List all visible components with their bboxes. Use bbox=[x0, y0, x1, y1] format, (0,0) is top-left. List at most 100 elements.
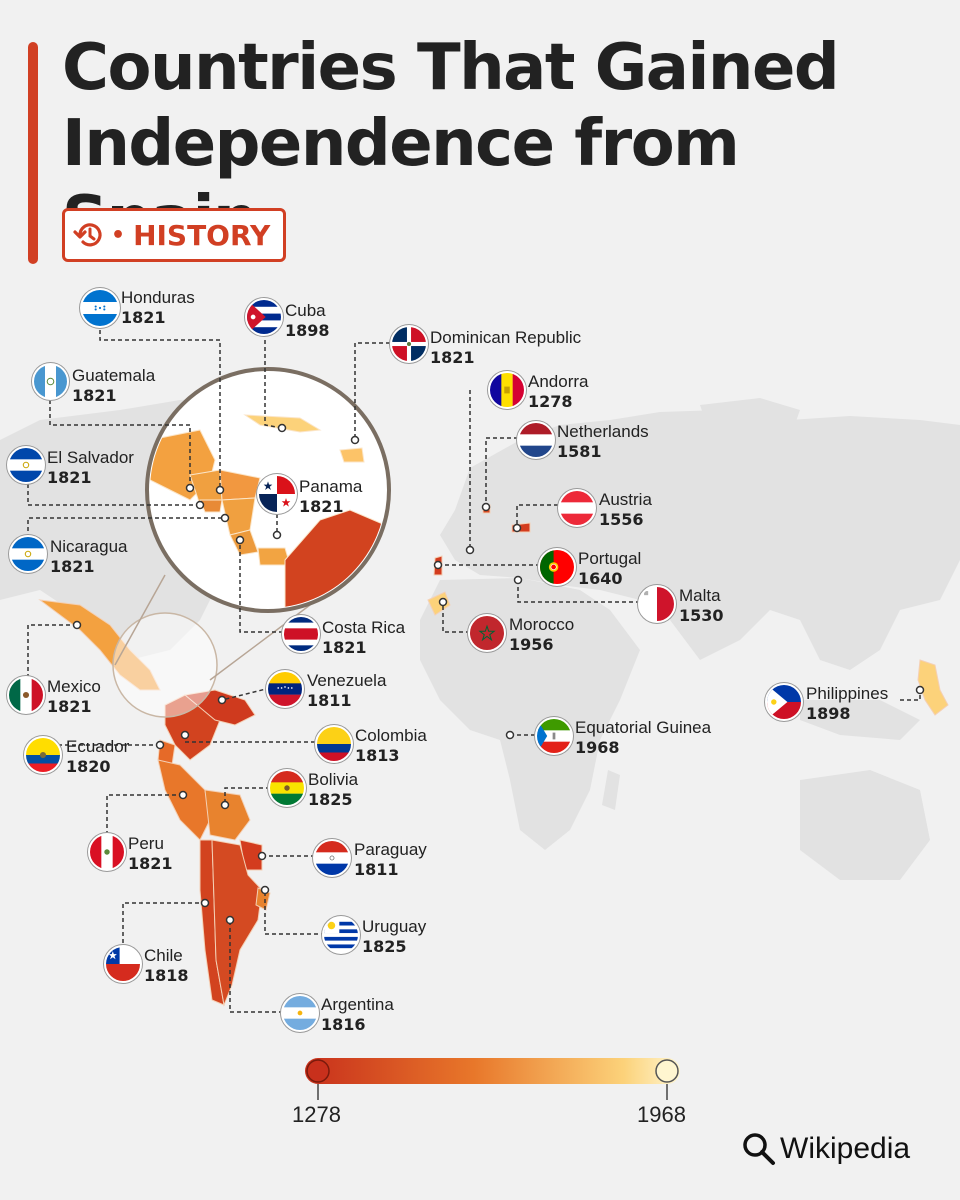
country-name: Dominican Republic bbox=[430, 328, 582, 347]
mexico-flag-icon bbox=[7, 676, 45, 714]
andorra-flag-icon bbox=[488, 371, 526, 409]
guatemala-flag-icon bbox=[32, 363, 69, 400]
independence-year: 1821 bbox=[128, 854, 173, 873]
country-name: Austria bbox=[599, 490, 652, 509]
indonesia-shape bbox=[800, 700, 920, 740]
eurasia-shape bbox=[440, 410, 960, 670]
independence-year: 1898 bbox=[806, 704, 851, 723]
bolivia-territory bbox=[204, 789, 251, 841]
page-title: Countries That Gained Independence from … bbox=[62, 30, 942, 258]
philippines-territory bbox=[917, 659, 949, 716]
austria-flag-icon bbox=[558, 489, 596, 527]
costa-rica-flag-icon bbox=[282, 615, 320, 653]
country-label-andorra: Andorra 1278 bbox=[528, 372, 588, 412]
peru-territory bbox=[157, 759, 211, 841]
country-name: Guatemala bbox=[72, 366, 156, 385]
country-label-morocco: Morocco 1956 bbox=[509, 615, 574, 655]
country-name: Peru bbox=[128, 834, 164, 853]
zoom-connector bbox=[112, 574, 351, 718]
color-legend bbox=[305, 1058, 680, 1100]
morocco-flag-icon bbox=[468, 614, 506, 652]
country-name: Equatorial Guinea bbox=[575, 718, 712, 737]
country-name: El Salvador bbox=[47, 448, 134, 467]
country-name: Philippines bbox=[806, 684, 889, 703]
independence-year: 1821 bbox=[50, 557, 95, 576]
independence-year: 1825 bbox=[362, 937, 407, 956]
legend-max-label: 1968 bbox=[637, 1102, 686, 1127]
country-name: Portugal bbox=[578, 549, 642, 568]
country-label-honduras: Honduras 1821 bbox=[121, 288, 195, 328]
country-label-costa-rica: Costa Rica 1821 bbox=[322, 618, 405, 658]
inset-dominican-republic bbox=[339, 447, 365, 463]
independence-year: 1968 bbox=[575, 738, 620, 757]
callout-endpoints bbox=[72, 423, 925, 925]
independence-year: 1821 bbox=[72, 386, 117, 405]
country-label-bolivia: Bolivia 1825 bbox=[308, 770, 358, 810]
el-salvador-flag-icon bbox=[7, 446, 45, 484]
country-label-mexico: Mexico 1821 bbox=[47, 677, 101, 717]
focus-circle bbox=[112, 612, 218, 718]
venezuela-flag-icon bbox=[266, 670, 304, 708]
country-label-netherlands: Netherlands 1581 bbox=[557, 422, 649, 462]
independence-year: 1818 bbox=[144, 966, 189, 985]
country-label-argentina: Argentina 1816 bbox=[321, 995, 394, 1035]
country-name: Uruguay bbox=[362, 917, 427, 936]
bolivia-flag-icon bbox=[268, 769, 306, 807]
independence-year: 1821 bbox=[121, 308, 166, 327]
country-name: Andorra bbox=[528, 372, 589, 391]
independence-year: 1821 bbox=[322, 638, 367, 657]
legend-max-marker bbox=[655, 1059, 679, 1083]
badge-separator-dot: • bbox=[111, 222, 126, 248]
legend-min-label: 1278 bbox=[292, 1102, 341, 1127]
argentina-flag-icon bbox=[281, 994, 319, 1032]
peru-flag-icon bbox=[88, 833, 126, 871]
independence-year: 1811 bbox=[354, 860, 399, 879]
country-name: Chile bbox=[144, 946, 183, 965]
inset-cuba bbox=[243, 414, 322, 433]
category-badge: • HISTORY bbox=[62, 208, 286, 262]
country-name: Argentina bbox=[321, 995, 394, 1014]
country-name: Malta bbox=[679, 586, 721, 605]
country-name: Costa Rica bbox=[322, 618, 406, 637]
paraguay-flag-icon bbox=[313, 839, 351, 877]
dominican-republic-flag-icon bbox=[390, 325, 428, 363]
category-label: HISTORY bbox=[133, 218, 271, 252]
independence-year: 1821 bbox=[47, 468, 92, 487]
country-name: Morocco bbox=[509, 615, 575, 634]
independence-year: 1821 bbox=[430, 348, 475, 367]
country-name: Nicaragua bbox=[50, 537, 128, 556]
panama-flag-icon bbox=[257, 474, 297, 514]
ecuador-flag-icon bbox=[24, 736, 62, 774]
malta-flag-icon bbox=[638, 585, 676, 623]
independence-year: 1581 bbox=[557, 442, 602, 461]
argentina-territory bbox=[211, 839, 263, 1007]
country-label-uruguay: Uruguay 1825 bbox=[362, 917, 426, 957]
country-name: Colombia bbox=[355, 726, 427, 745]
independence-year: 1816 bbox=[321, 1015, 366, 1034]
country-name: Honduras bbox=[121, 288, 195, 307]
source-text: Wikipedia bbox=[780, 1132, 911, 1165]
independence-year: 1898 bbox=[285, 321, 330, 340]
country-name: Venezuela bbox=[307, 671, 387, 690]
legend-gradient-bar bbox=[305, 1058, 680, 1084]
country-label-paraguay: Paraguay 1811 bbox=[354, 840, 427, 880]
country-label-malta: Malta 1530 bbox=[679, 586, 724, 626]
country-label-austria: Austria 1556 bbox=[599, 490, 652, 530]
country-label-ecuador: Ecuador 1820 bbox=[66, 737, 129, 777]
australia-shape bbox=[800, 770, 930, 880]
netherlands-flag-icon bbox=[517, 421, 555, 459]
source-credit: Wikipedia bbox=[740, 1130, 910, 1168]
philippines-flag-icon bbox=[765, 683, 803, 721]
equatorial-guinea-flag-icon bbox=[535, 717, 573, 755]
country-label-guatemala: Guatemala 1821 bbox=[72, 366, 155, 406]
colombia-flag-icon bbox=[315, 725, 353, 763]
country-name: Netherlands bbox=[557, 422, 649, 441]
independence-year: 1825 bbox=[308, 790, 353, 809]
independence-year: 1811 bbox=[307, 691, 352, 710]
country-name: Mexico bbox=[47, 677, 101, 696]
country-label-philippines: Philippines 1898 bbox=[806, 684, 888, 724]
independence-year: 1278 bbox=[528, 392, 573, 411]
portugal-flag-icon bbox=[538, 548, 576, 586]
